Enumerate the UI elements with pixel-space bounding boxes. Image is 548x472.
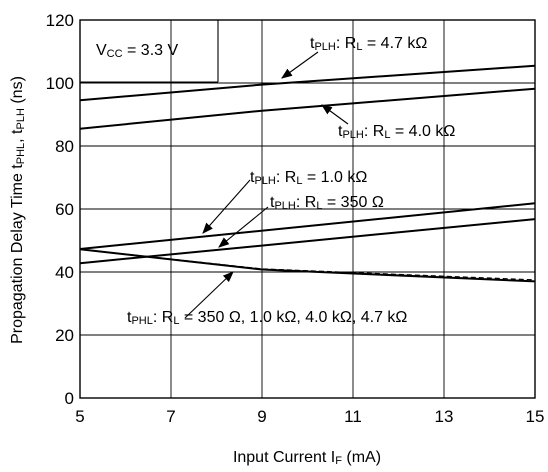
plot-frame (79, 19, 536, 399)
arrow-1-0k (202, 179, 251, 234)
x-tick-label: 9 (257, 407, 266, 426)
arrow-4-7k (281, 51, 319, 79)
label-tplh-350: tPLH: RL = 350 Ω (270, 194, 384, 212)
x-tick-labels: 5 7 9 11 13 15 (75, 407, 544, 426)
x-tick-label: 11 (344, 407, 362, 426)
y-axis-title: Propagation Delay Time tPHL, tPLH (ns) (9, 76, 27, 344)
series-line-2 (79, 202, 536, 250)
y-tick-label: 100 (46, 74, 74, 93)
x-tick-label: 7 (166, 407, 175, 426)
series-line-5 (79, 248, 536, 281)
y-tick-label: 0 (65, 389, 74, 408)
x-axis-title: Input Current IF (mA) (233, 449, 381, 467)
label-tplh-1-0k: tPLH: RL = 1.0 kΩ (250, 169, 367, 187)
y-tick-label: 60 (55, 200, 74, 219)
y-tick-label: 80 (55, 137, 74, 156)
y-tick-label: 120 (46, 11, 74, 30)
series-line-0 (79, 64, 536, 102)
series-line-4 (79, 248, 536, 283)
arrow-4-0k (321, 104, 349, 125)
x-tick-label: 15 (526, 407, 545, 426)
arrow-phl (184, 271, 234, 319)
y-tick-label: 40 (55, 263, 74, 282)
series-lines (79, 64, 536, 283)
x-tick-label: 13 (435, 407, 454, 426)
series-line-1 (79, 87, 536, 130)
label-tphl-all: tPHL: RL = 350 Ω, 1.0 kΩ, 4.0 kΩ, 4.7 kΩ (127, 309, 407, 327)
y-tick-labels: 0 20 40 60 80 100 120 (46, 11, 74, 408)
vcc-label: VCC = 3.3 V (96, 42, 178, 60)
series-line-3 (79, 218, 536, 265)
arrow-350 (218, 206, 269, 248)
label-tplh-4-7k: tPLH: RL = 4.7 kΩ (310, 35, 427, 53)
label-tplh-4-0k: tPLH: RL = 4.0 kΩ (338, 123, 455, 141)
x-tick-label: 5 (75, 407, 84, 426)
y-tick-label: 20 (55, 326, 74, 345)
annotation-arrows (184, 51, 349, 319)
